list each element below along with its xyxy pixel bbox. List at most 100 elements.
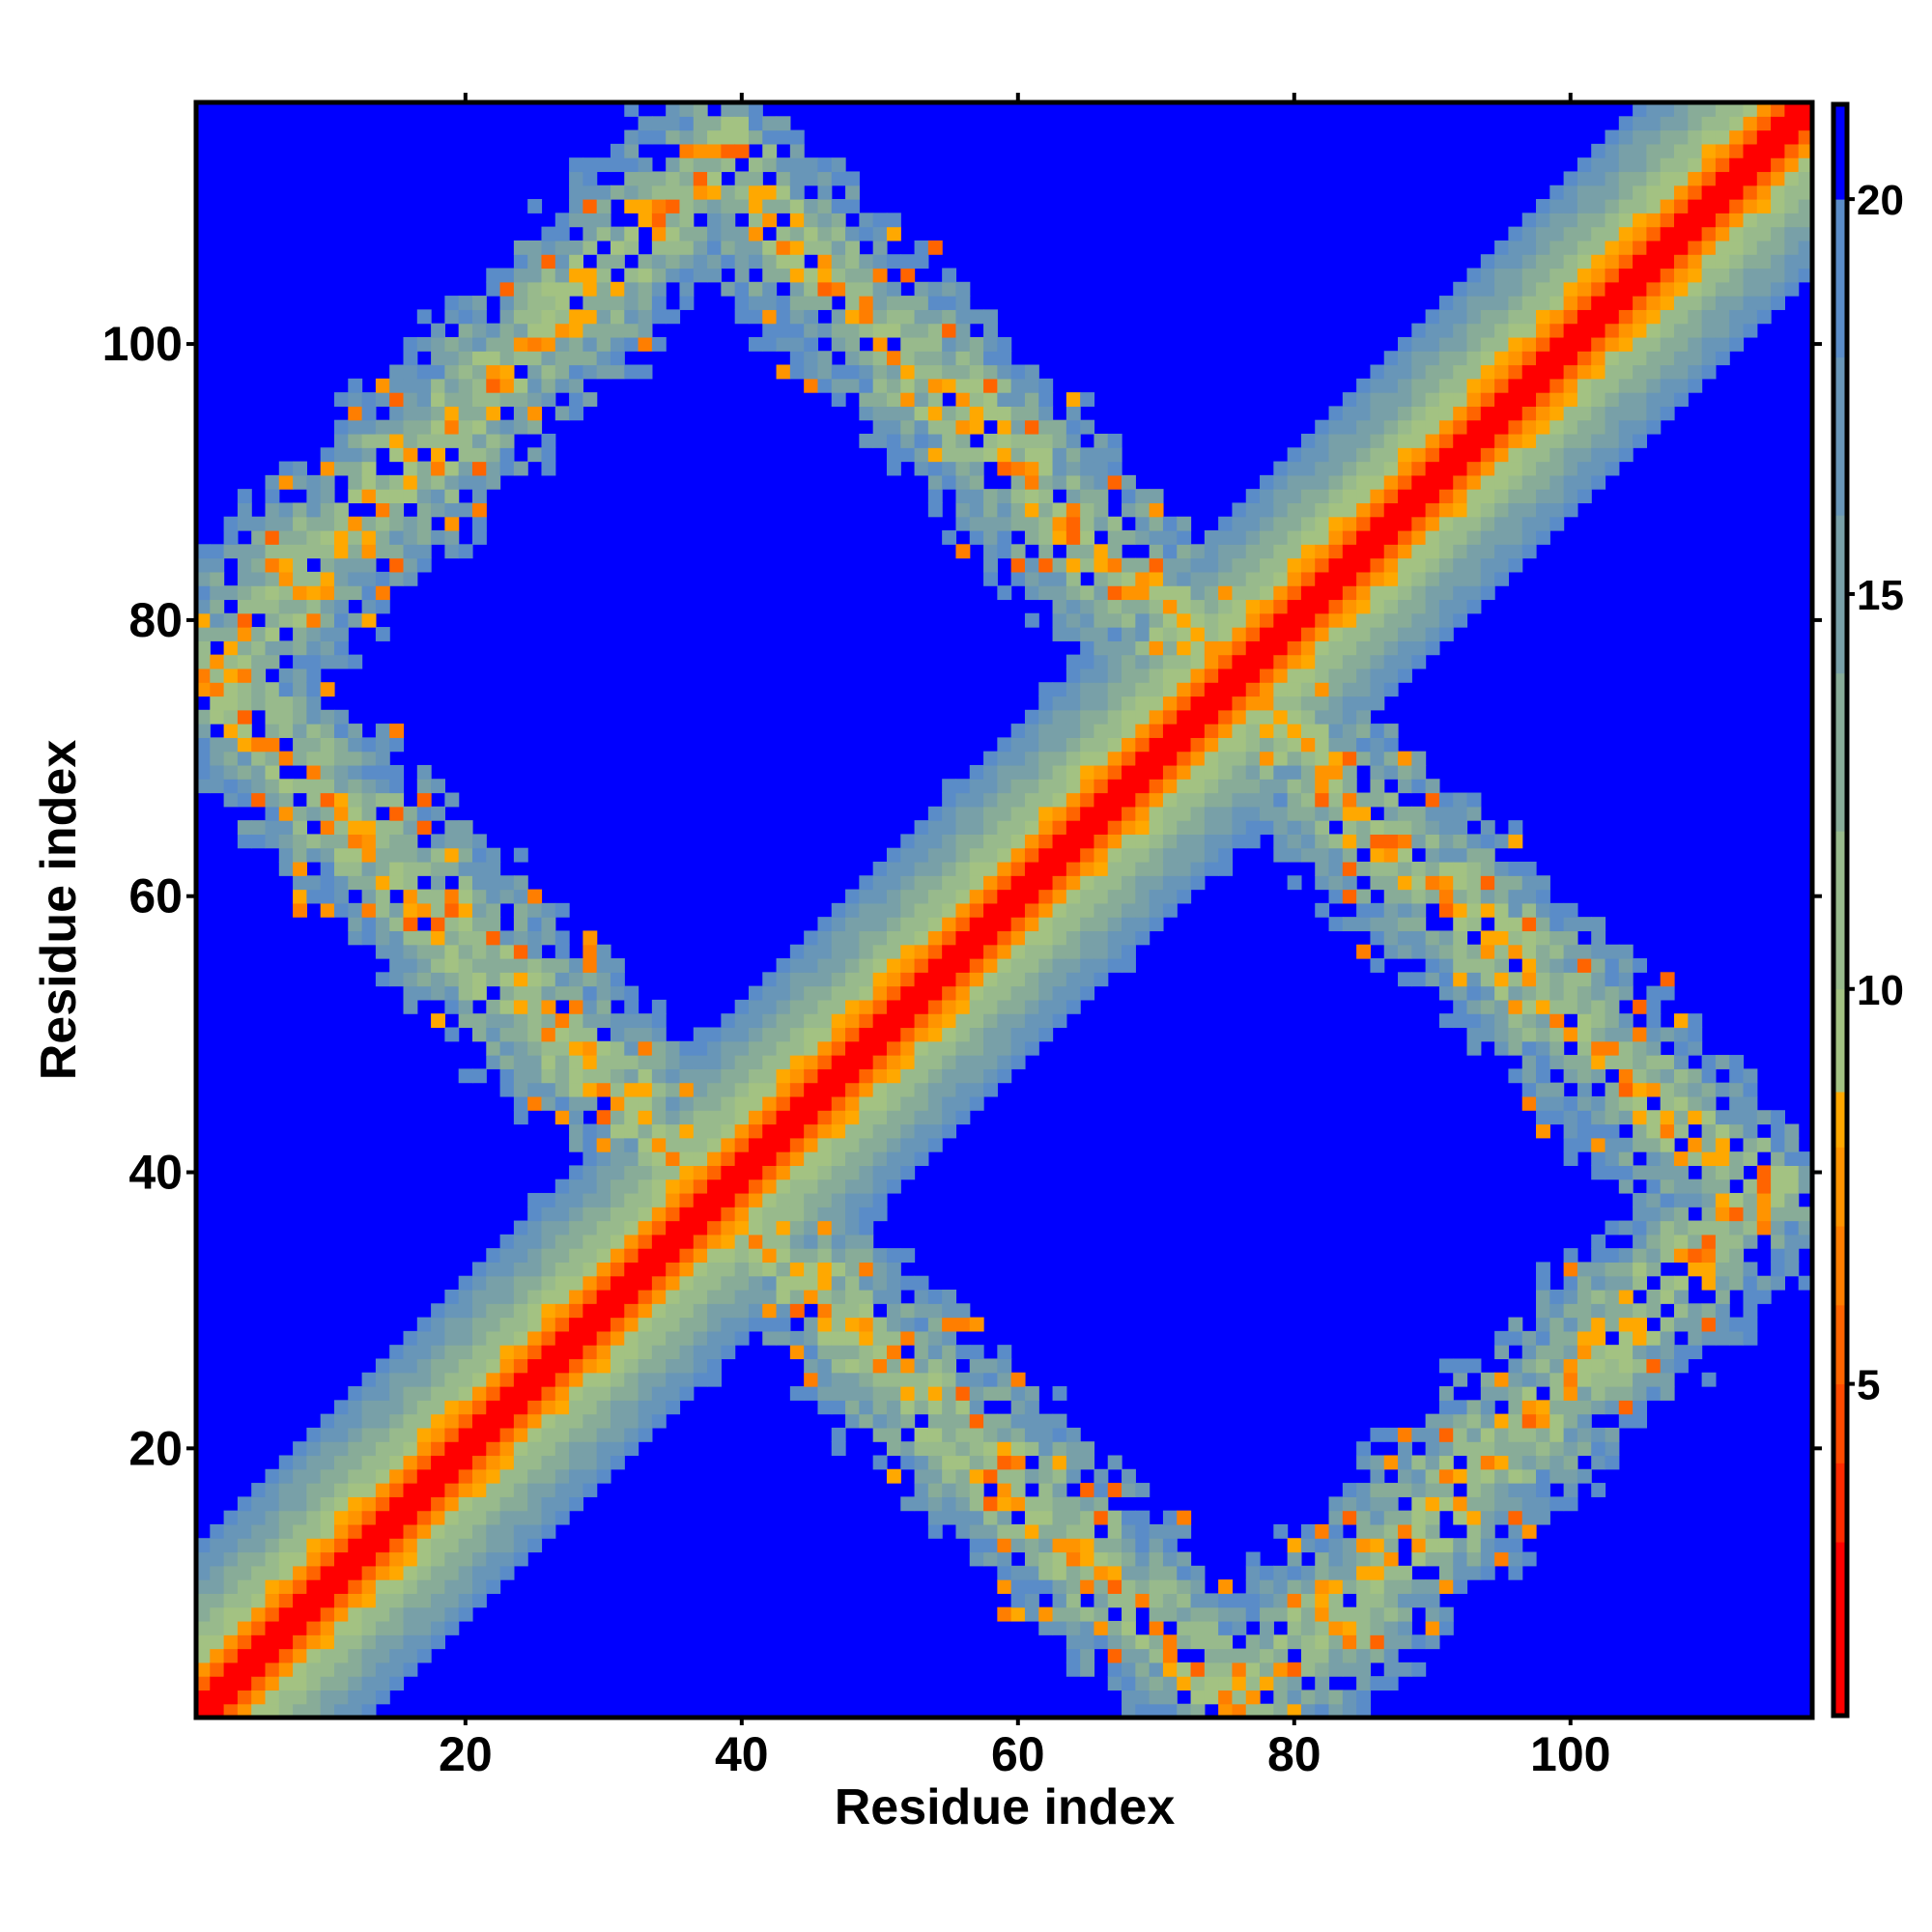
heatmap-cell (831, 1192, 846, 1208)
heatmap-cell (666, 1040, 681, 1056)
heatmap-cell (900, 834, 916, 849)
heatmap-cell (1411, 1551, 1427, 1567)
heatmap-cell (1107, 902, 1122, 918)
heatmap-cell (293, 461, 307, 476)
heatmap-cell (527, 1317, 543, 1332)
heatmap-cell (1315, 861, 1330, 876)
heatmap-cell (969, 792, 984, 808)
heatmap-cell (1453, 323, 1468, 338)
heatmap-cell (431, 1483, 445, 1497)
heatmap-cell (804, 958, 819, 973)
heatmap-cell (416, 1386, 432, 1401)
heatmap-cell (804, 1055, 819, 1069)
heatmap-cell (471, 1013, 487, 1029)
heatmap-cell (210, 1676, 225, 1691)
heatmap-cell (582, 930, 598, 946)
heatmap-cell (1122, 875, 1136, 891)
heatmap-cell (1149, 889, 1164, 904)
heatmap-cell (569, 1496, 583, 1512)
heatmap-cell (251, 1676, 267, 1691)
heatmap-cell (196, 751, 211, 766)
heatmap-cell (444, 1510, 460, 1525)
heatmap-cell (845, 1262, 860, 1277)
heatmap-cell (845, 1095, 860, 1111)
heatmap-cell (1094, 779, 1109, 794)
heatmap-cell (348, 557, 363, 573)
heatmap-cell (610, 1317, 625, 1332)
heatmap-cell (1038, 751, 1054, 766)
heatmap-cell (1536, 281, 1550, 297)
heatmap-cell (569, 406, 583, 421)
heatmap-cell (1122, 944, 1136, 959)
heatmap-cell (486, 847, 501, 863)
heatmap-cell (1315, 682, 1330, 697)
heatmap-cell (389, 1441, 405, 1457)
heatmap-cell (804, 157, 819, 173)
heatmap-cell (1563, 958, 1578, 973)
heatmap-cell (1273, 1634, 1289, 1650)
heatmap-cell (721, 281, 736, 297)
heatmap-cell (997, 502, 1012, 518)
heatmap-cell (914, 1427, 929, 1442)
heatmap-cell (997, 847, 1012, 863)
heatmap-cell (1149, 544, 1164, 559)
heatmap-cell (499, 930, 515, 946)
heatmap-cell (1494, 1538, 1510, 1553)
heatmap-cell (831, 1165, 846, 1180)
heatmap-cell (403, 1565, 418, 1580)
heatmap-cell (1162, 751, 1178, 766)
heatmap-cell (914, 972, 929, 987)
heatmap-cell (361, 1551, 377, 1567)
heatmap-cell (1300, 668, 1316, 683)
heatmap-cell (969, 1386, 984, 1401)
heatmap-cell (1383, 474, 1399, 490)
heatmap-cell (486, 1400, 501, 1415)
heatmap-cell (1466, 364, 1482, 380)
heatmap-cell (942, 1068, 957, 1084)
heatmap-cell (1177, 1551, 1192, 1567)
heatmap-cell (624, 240, 639, 255)
heatmap-cell (638, 1303, 653, 1319)
heatmap-cell (554, 1055, 570, 1069)
heatmap-cell (762, 1289, 778, 1304)
heatmap-cell (900, 1123, 916, 1139)
heatmap-cell (693, 226, 708, 242)
heatmap-cell (1107, 1676, 1122, 1691)
heatmap-cell (1328, 489, 1344, 504)
heatmap-cell (1149, 557, 1164, 573)
heatmap-cell (872, 1165, 888, 1180)
heatmap-cell (762, 1179, 778, 1194)
heatmap-cell (1135, 1676, 1151, 1691)
heatmap-cell (776, 323, 791, 338)
heatmap-cell (458, 461, 473, 476)
heatmap-cell (486, 1441, 501, 1457)
heatmap-cell (1508, 930, 1523, 946)
heatmap-cell (1273, 1676, 1289, 1691)
heatmap-cell (486, 1386, 501, 1401)
heatmap-cell (1065, 1496, 1081, 1512)
heatmap-cell (1466, 1027, 1482, 1042)
heatmap-cell (361, 1565, 377, 1580)
heatmap-cell (361, 585, 377, 601)
heatmap-cell (1563, 1027, 1578, 1042)
heatmap-cell (1383, 792, 1399, 808)
heatmap-cell (900, 1330, 916, 1346)
heatmap-cell (569, 1413, 583, 1429)
heatmap-cell (955, 433, 971, 448)
heatmap-cell (1453, 1372, 1468, 1387)
heatmap-cell (679, 185, 695, 200)
heatmap-cell (1052, 1427, 1067, 1442)
heatmap-cell (721, 1234, 736, 1249)
heatmap-cell (416, 1620, 432, 1635)
heatmap-cell (955, 351, 971, 366)
heatmap-cell (1300, 530, 1316, 545)
heatmap-cell (886, 985, 901, 1001)
heatmap-cell (278, 474, 294, 490)
heatmap-cell (361, 902, 377, 918)
heatmap-cell (389, 1662, 405, 1677)
heatmap-cell (1383, 640, 1399, 656)
heatmap-cell (1010, 847, 1026, 863)
heatmap-cell (1260, 627, 1274, 641)
heatmap-cell (997, 1455, 1012, 1470)
heatmap-cell (1038, 902, 1054, 918)
